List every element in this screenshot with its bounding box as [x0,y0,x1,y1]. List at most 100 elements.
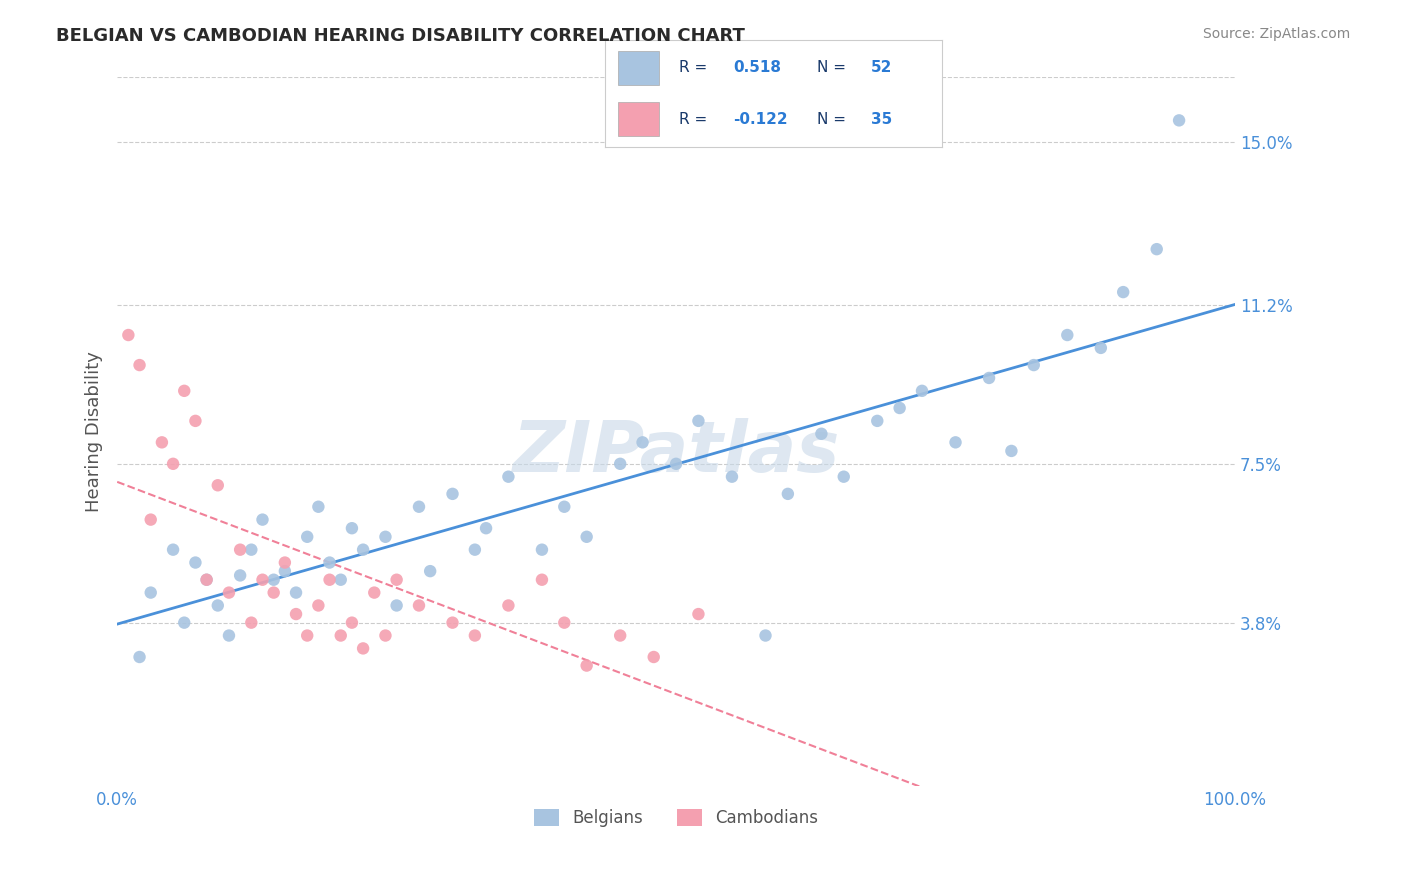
Text: R =: R = [679,112,711,127]
Point [318,556,340,570]
Point [866,414,889,428]
Point [218,585,240,599]
Point [688,414,710,428]
Text: 0.518: 0.518 [733,61,780,76]
Point [498,599,520,613]
Point [263,585,285,599]
Point [408,500,430,514]
Point [352,542,374,557]
Point [945,435,967,450]
Point [173,384,195,398]
Point [150,435,173,450]
Point [977,371,1000,385]
Point [889,401,911,415]
Point [1146,242,1168,256]
Text: ZIPatlas: ZIPatlas [512,418,839,487]
Y-axis label: Hearing Disability: Hearing Disability [86,351,103,512]
Point [832,469,855,483]
Point [754,628,776,642]
Point [229,542,252,557]
Point [307,500,329,514]
Point [385,573,408,587]
Point [1022,358,1045,372]
Point [385,599,408,613]
Point [195,573,218,587]
Point [1000,444,1022,458]
Point [1168,113,1191,128]
Point [162,542,184,557]
Point [195,573,218,587]
Point [263,573,285,587]
FancyBboxPatch shape [619,51,658,85]
Text: 52: 52 [872,61,893,76]
Point [252,573,274,587]
Point [340,615,363,630]
Point [274,556,297,570]
Point [408,599,430,613]
Point [575,530,598,544]
Point [530,542,553,557]
Point [184,414,207,428]
Point [162,457,184,471]
Point [553,615,575,630]
Point [441,487,464,501]
Point [117,328,139,343]
Point [128,650,150,665]
Point [475,521,498,535]
Point [530,573,553,587]
Point [207,478,229,492]
Point [374,628,396,642]
Point [553,500,575,514]
Point [721,469,744,483]
Point [229,568,252,582]
Point [207,599,229,613]
Point [464,542,486,557]
Point [285,585,308,599]
Text: BELGIAN VS CAMBODIAN HEARING DISABILITY CORRELATION CHART: BELGIAN VS CAMBODIAN HEARING DISABILITY … [56,27,745,45]
Point [631,435,654,450]
Legend: Belgians, Cambodians: Belgians, Cambodians [527,803,825,834]
Point [419,564,441,578]
Point [184,556,207,570]
Point [1112,285,1135,299]
Point [374,530,396,544]
Point [128,358,150,372]
Point [329,628,352,642]
Point [911,384,934,398]
Point [1056,328,1078,343]
Point [464,628,486,642]
Point [297,628,319,642]
Point [575,658,598,673]
Text: -0.122: -0.122 [733,112,787,127]
Text: N =: N = [817,112,851,127]
Text: 35: 35 [872,112,893,127]
Point [688,607,710,621]
Point [498,469,520,483]
Point [776,487,799,501]
Point [329,573,352,587]
Text: R =: R = [679,61,711,76]
Point [441,615,464,630]
Point [609,457,631,471]
Point [285,607,308,621]
Point [297,530,319,544]
Point [665,457,688,471]
Point [240,615,263,630]
Text: Source: ZipAtlas.com: Source: ZipAtlas.com [1202,27,1350,41]
Point [139,513,162,527]
Point [240,542,263,557]
Text: N =: N = [817,61,851,76]
Point [274,564,297,578]
FancyBboxPatch shape [619,103,658,136]
Point [318,573,340,587]
Point [218,628,240,642]
Point [643,650,665,665]
Point [352,641,374,656]
Point [810,426,832,441]
Point [609,628,631,642]
Point [252,513,274,527]
Point [1090,341,1112,355]
Point [363,585,385,599]
Point [173,615,195,630]
Point [139,585,162,599]
